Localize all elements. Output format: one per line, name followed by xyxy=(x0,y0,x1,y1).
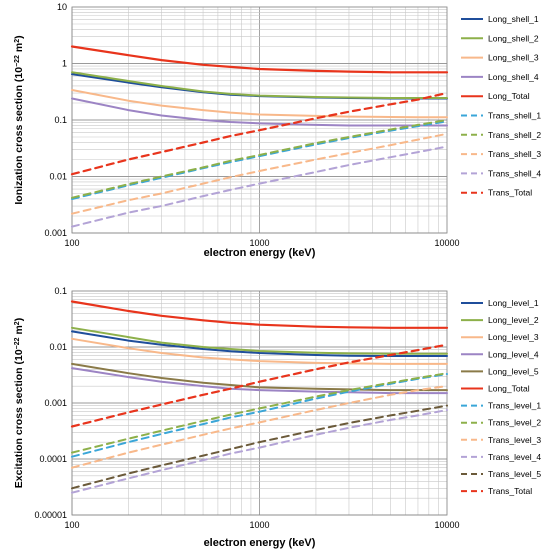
x-tick-label: 100 xyxy=(64,520,79,530)
y-tick-label: 0.1 xyxy=(54,286,67,296)
series-line-long-total xyxy=(70,300,449,329)
legend-label: Long_shell_1 xyxy=(488,14,539,24)
gridlines xyxy=(71,291,447,516)
series-line-trans-level-4 xyxy=(71,409,448,494)
legend: Long_shell_1 Long_shell_2 Long_shell_3 Long… xyxy=(461,14,541,198)
legend-label: Trans_level_5 xyxy=(488,469,541,479)
legend-label: Trans_shell_1 xyxy=(488,111,541,121)
series-line-long-shell-3 xyxy=(71,89,448,119)
legend-label: Trans_shell_3 xyxy=(488,149,541,159)
series-line-trans-total xyxy=(70,91,449,176)
legend-label: Trans_Total xyxy=(488,188,532,198)
legend: Long_level_1 Long_level_2 Long_level_3 Long… xyxy=(461,298,541,496)
legend-label: Long_shell_2 xyxy=(488,33,539,43)
series-line-trans-level-5 xyxy=(71,404,448,490)
plot-frame xyxy=(71,290,448,516)
series-line-long-level-5 xyxy=(71,362,448,392)
x-axis-label: electron energy (keV) xyxy=(204,247,316,259)
y-tick-label: 1 xyxy=(62,59,67,69)
series-lines xyxy=(70,45,449,228)
legend-label: Long_Total xyxy=(488,384,530,394)
legend-label: Trans_shell_2 xyxy=(488,130,541,140)
y-tick-label: 0.001 xyxy=(44,398,67,408)
x-tick-label: 1000 xyxy=(249,238,269,248)
x-tick-label: 1000 xyxy=(249,520,269,530)
legend-label: Long_shell_3 xyxy=(488,53,539,63)
chart-2: 100 1000 10000 0.00001 0.0001 0.001 0.01 0.1 ele… xyxy=(13,286,541,549)
series-line-trans-shell-4 xyxy=(71,145,448,228)
x-tick-label: 10000 xyxy=(434,520,459,530)
y-axis-label-part: Excitation cross section (10 xyxy=(13,349,25,488)
y-tick-label: 10 xyxy=(57,2,67,12)
y-axis-label: Excitation cross section (10−22 m2) xyxy=(13,318,25,488)
y-tick-label: 0.01 xyxy=(49,172,67,182)
y-axis-label-superscript: 2 xyxy=(14,321,21,325)
y-tick-label: 0.1 xyxy=(54,115,67,125)
legend-label: Long_shell_4 xyxy=(488,72,539,82)
y-tick-label: 0.001 xyxy=(44,228,67,238)
series-line-trans-shell-2 xyxy=(71,119,448,199)
y-axis-label-superscript: −22 xyxy=(14,337,21,349)
legend-label: Trans_Total xyxy=(488,486,532,496)
gridlines xyxy=(71,7,447,234)
y-axis-label-part: ) xyxy=(13,318,25,322)
legend-label: Trans_shell_4 xyxy=(488,168,541,178)
legend-label: Trans_level_1 xyxy=(488,401,541,411)
x-axis-label: electron energy (keV) xyxy=(204,537,316,549)
series-line-trans-level-2 xyxy=(71,372,448,454)
y-axis-label: Ionization cross section (10−22 m2) xyxy=(13,35,25,204)
y-tick-label: 0.00001 xyxy=(34,510,67,520)
legend-label: Long_level_3 xyxy=(488,332,539,342)
legend-label: Trans_level_4 xyxy=(488,452,541,462)
series-line-long-total xyxy=(70,45,449,74)
y-axis-label-superscript: −22 xyxy=(14,55,21,67)
x-tick-label: 10000 xyxy=(434,238,459,248)
series-line-trans-level-3 xyxy=(71,385,448,469)
legend-label: Long_level_5 xyxy=(488,366,539,376)
legend-label: Long_level_2 xyxy=(488,315,539,325)
chart-1: 100 1000 10000 0.001 0.01 0.1 1 10 electron ener… xyxy=(13,2,541,259)
series-lines xyxy=(70,300,449,494)
legend-label: Long_level_4 xyxy=(488,349,539,359)
series-line-trans-shell-3 xyxy=(71,132,448,215)
legend-label: Trans_level_2 xyxy=(488,418,541,428)
legend-label: Trans_level_3 xyxy=(488,435,541,445)
y-axis-label-part: ) xyxy=(13,35,25,39)
series-line-long-shell-2 xyxy=(71,71,448,99)
series-line-long-shell-4 xyxy=(71,97,448,127)
series-line-trans-level-1 xyxy=(71,373,448,458)
y-axis-label-part: m xyxy=(13,43,25,55)
y-tick-label: 0.0001 xyxy=(39,454,67,464)
x-tick-label: 100 xyxy=(64,238,79,248)
y-axis-label-part: m xyxy=(13,325,25,337)
y-tick-label: 0.01 xyxy=(49,342,67,352)
series-line-trans-total xyxy=(70,343,449,428)
y-axis-label-part: Ionization cross section (10 xyxy=(13,67,25,205)
series-line-trans-shell-1 xyxy=(71,120,448,200)
series-line-long-level-1 xyxy=(71,330,448,357)
legend-label: Long_level_1 xyxy=(488,298,539,308)
y-axis-label-superscript: 2 xyxy=(14,39,21,43)
plot-frame xyxy=(71,6,448,234)
legend-label: Long_Total xyxy=(488,91,530,101)
series-line-long-level-3 xyxy=(71,337,448,365)
